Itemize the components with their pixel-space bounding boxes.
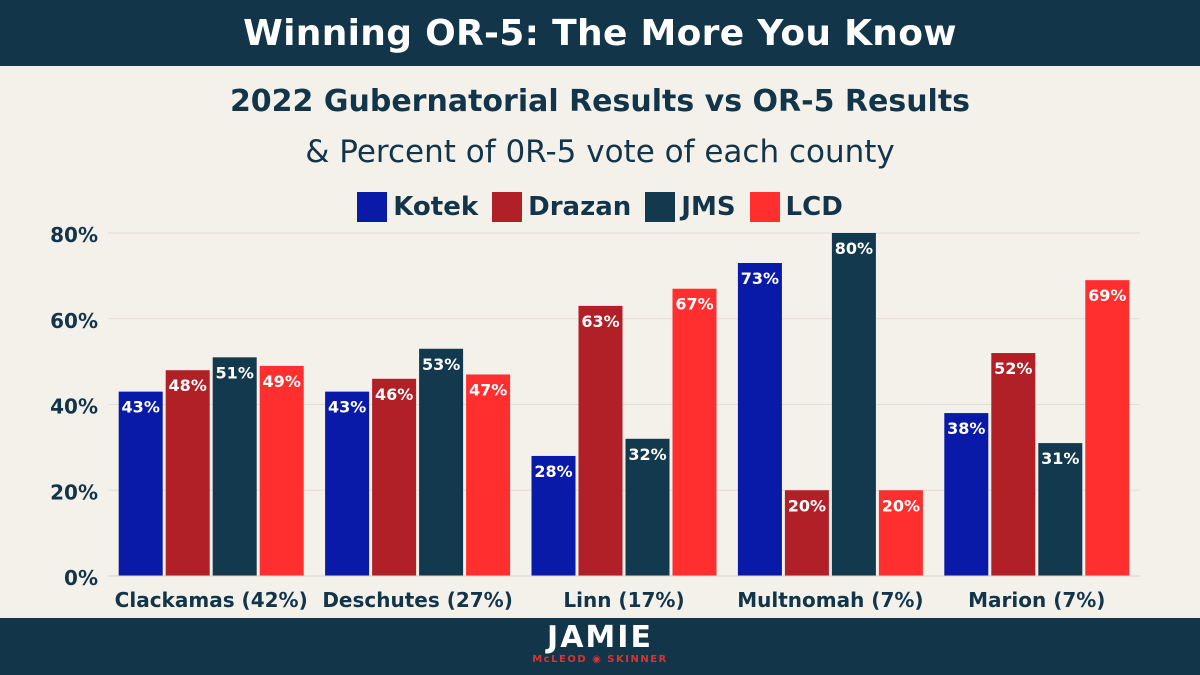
x-tick-label: Marion (7%) (968, 588, 1105, 612)
bar-chart: 0% 20% 40% 60% 80% 43% 48% 51% 49% Clackamas (42%… (50, 223, 1140, 612)
data-label: 32% (628, 445, 666, 464)
y-tick-label: 80% (50, 223, 98, 247)
data-label: 20% (882, 496, 920, 515)
x-tick-label: Multnomah (7%) (737, 588, 923, 612)
legend-label-kotek: Kotek (393, 192, 479, 222)
x-tick-label: Clackamas (42%) (115, 588, 308, 612)
bar-kotek (325, 391, 370, 576)
data-label: 28% (534, 462, 572, 481)
data-label: 46% (375, 385, 413, 404)
legend-swatch-kotek (357, 192, 388, 222)
logo-tagline: McLEOD ◉ SKINNER (532, 654, 668, 665)
legend-label-lcd: LCD (785, 192, 843, 222)
chart-title: 2022 Gubernatorial Results vs OR-5 Resul… (229, 84, 971, 119)
y-tick-label: 40% (50, 395, 98, 419)
bar-jms (419, 348, 464, 576)
legend-item-kotek: Kotek (357, 192, 478, 222)
legend-swatch-jms (645, 192, 676, 222)
legend-swatch-drazan (492, 192, 523, 222)
data-label: 53% (422, 355, 460, 374)
bar-drazan (991, 353, 1036, 576)
campaign-logo: JAMIE McLEOD ◉ SKINNER (0, 622, 1200, 666)
bar-lcd (259, 365, 304, 576)
bar-kotek (737, 263, 782, 576)
legend-label-jms: JMS (681, 192, 736, 222)
bar-lcd (672, 288, 717, 576)
data-label: 80% (835, 239, 873, 258)
data-label: 52% (994, 359, 1032, 378)
bar-lcd (1085, 280, 1130, 576)
bottom-banner: JAMIE McLEOD ◉ SKINNER (0, 618, 1200, 675)
y-tick-label: 20% (50, 480, 98, 504)
data-label: 51% (216, 363, 254, 382)
bar-jms (1038, 443, 1083, 576)
bar-drazan (578, 305, 623, 576)
data-label: 49% (263, 372, 301, 391)
bar-lcd (466, 374, 511, 576)
bar-jms (831, 233, 876, 576)
legend-label-drazan: Drazan (528, 192, 632, 222)
bar-kotek (118, 391, 163, 576)
bar-drazan (372, 378, 417, 576)
legend-item-drazan: Drazan (492, 192, 631, 222)
data-label: 63% (581, 312, 619, 331)
data-label: 38% (947, 419, 985, 438)
x-tick-label: Deschutes (27%) (322, 588, 513, 612)
bar-lcd (878, 490, 923, 576)
data-label: 67% (675, 295, 713, 314)
y-tick-label: 0% (64, 566, 98, 590)
bar-kotek (531, 455, 576, 576)
chart-legend: Kotek Drazan JMS LCD (0, 192, 1200, 222)
bar-jms (212, 357, 257, 576)
legend-swatch-lcd (749, 192, 780, 222)
logo-name: JAMIE (547, 620, 653, 655)
data-label: 43% (328, 398, 366, 417)
data-label: 48% (169, 376, 207, 395)
data-label: 31% (1041, 449, 1079, 468)
data-label: 20% (788, 496, 826, 515)
chart-subtitle: & Percent of 0R-5 vote of each county (305, 134, 895, 170)
banner-title: Winning OR-5: The More You Know (243, 12, 957, 54)
bar-kotek (944, 413, 989, 576)
bar-jms (625, 438, 670, 576)
legend-item-jms: JMS (645, 192, 736, 222)
bar-drazan (784, 490, 829, 576)
data-label: 73% (741, 269, 779, 288)
y-tick-label: 60% (50, 309, 98, 333)
legend-item-lcd: LCD (749, 192, 843, 222)
top-banner: Winning OR-5: The More You Know (0, 0, 1200, 66)
data-label: 69% (1088, 286, 1126, 305)
x-tick-label: Linn (17%) (563, 588, 684, 612)
data-label: 43% (122, 398, 160, 417)
bar-drazan (165, 370, 210, 576)
data-label: 47% (469, 380, 507, 399)
